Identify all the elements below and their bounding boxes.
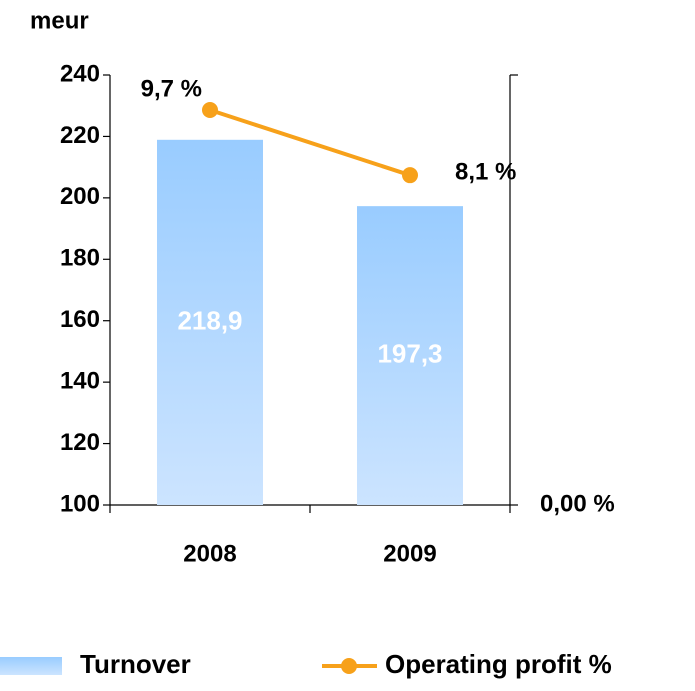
x-tick-label: 2008 xyxy=(183,540,236,567)
legend-label: Operating profit % xyxy=(385,649,612,679)
bar xyxy=(157,139,263,506)
bar xyxy=(357,206,463,505)
line-value-label: 9,7 % xyxy=(141,75,202,102)
y2-tick-label: 0,00 % xyxy=(540,490,615,517)
legend-swatch xyxy=(341,658,357,674)
y-tick-label: 200 xyxy=(60,183,100,210)
line-point xyxy=(402,167,418,184)
bar-value-label: 197,3 xyxy=(377,338,442,368)
y-axis-label: meur xyxy=(30,7,89,34)
x-tick-label: 2009 xyxy=(383,540,436,567)
line-value-label: 8,1 % xyxy=(455,159,516,186)
legend-swatch xyxy=(0,657,62,675)
y-tick-label: 120 xyxy=(60,429,100,456)
line-point xyxy=(202,102,218,119)
y-tick-label: 160 xyxy=(60,306,100,333)
y-tick-label: 100 xyxy=(60,490,100,517)
y-tick-label: 180 xyxy=(60,245,100,272)
legend-label: Turnover xyxy=(80,649,191,679)
y-tick-label: 240 xyxy=(60,60,100,87)
y-tick-label: 140 xyxy=(60,367,100,394)
line xyxy=(209,108,411,178)
y-tick-label: 220 xyxy=(60,122,100,149)
bar-value-label: 218,9 xyxy=(177,305,242,335)
